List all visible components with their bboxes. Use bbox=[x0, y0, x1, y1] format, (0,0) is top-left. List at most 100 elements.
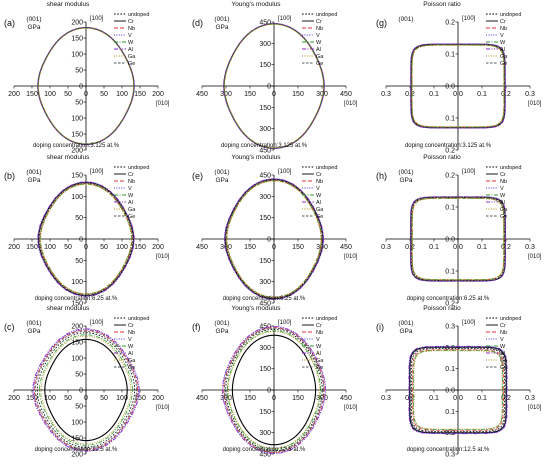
y-tick-label: 300 bbox=[259, 345, 271, 352]
panel-label: (d) bbox=[192, 18, 203, 28]
y-tick-label: 300 bbox=[259, 126, 271, 133]
caption: doping concentration:12.5 at.% bbox=[223, 447, 306, 453]
plane-label: (001) bbox=[214, 16, 229, 23]
legend-label-Ge: Ge bbox=[128, 61, 135, 67]
legend-label-Cr: Cr bbox=[500, 172, 506, 178]
y-tick-label: 150 bbox=[71, 173, 83, 180]
x-tick-label: 50 bbox=[100, 244, 108, 251]
x-tick-label: 50 bbox=[64, 244, 72, 251]
y-tick-label: 100 bbox=[71, 116, 83, 123]
y-tick-label: 50 bbox=[75, 68, 83, 75]
y-tick-label: 300 bbox=[259, 194, 271, 201]
x-tick-label: 0.3 bbox=[381, 244, 391, 251]
caption: doping concentration:6.25 at.% bbox=[35, 296, 118, 302]
y-tick-label: 0.2 bbox=[445, 20, 455, 27]
legend-label-V: V bbox=[128, 337, 132, 343]
x-tick-label: 200 bbox=[152, 395, 164, 402]
legend-label-Nb: Nb bbox=[500, 179, 507, 185]
plane-label: (001) bbox=[214, 320, 229, 327]
x-tick-label: 200 bbox=[8, 244, 20, 251]
panel-label: (g) bbox=[376, 18, 387, 28]
chart-title: Young's modulus bbox=[231, 305, 281, 312]
x-tick-label: 300 bbox=[316, 395, 328, 402]
x-tick-label: 0.2 bbox=[405, 244, 415, 251]
chart-title: Poisson ratio bbox=[423, 305, 461, 312]
legend-label-V: V bbox=[316, 33, 320, 39]
panel-label: (a) bbox=[4, 18, 15, 28]
y-tick-label: 150 bbox=[259, 215, 271, 222]
legend-label-Ga: Ga bbox=[128, 358, 136, 364]
series-curve-Al bbox=[37, 27, 135, 145]
panel-label: (h) bbox=[376, 171, 387, 181]
legend-label-V: V bbox=[316, 337, 320, 343]
legend-label-Ga: Ga bbox=[500, 54, 508, 60]
legend-label-Cr: Cr bbox=[316, 323, 322, 329]
y-tick-label: 100 bbox=[71, 356, 83, 363]
x-tick-label: 150 bbox=[134, 395, 146, 402]
y-tick-label: 200 bbox=[71, 20, 83, 27]
legend-label-undoped: undoped bbox=[500, 316, 521, 322]
legend-label-V: V bbox=[500, 33, 504, 39]
legend-label-W: W bbox=[316, 40, 322, 46]
panel-label: (i) bbox=[376, 322, 384, 332]
legend-label-undoped: undoped bbox=[128, 165, 149, 171]
x-tick-label: 450 bbox=[340, 91, 352, 98]
x-tick-label: 450 bbox=[196, 91, 208, 98]
y-tick-label: 0.1 bbox=[445, 116, 455, 123]
legend-label-Cr: Cr bbox=[128, 323, 134, 329]
x-tick-label: 50 bbox=[64, 395, 72, 402]
series-curve-Nb bbox=[223, 327, 325, 453]
y-tick-label: 0.1 bbox=[445, 366, 455, 373]
unit-label: GPa bbox=[215, 24, 228, 31]
legend-label-Cr: Cr bbox=[316, 172, 322, 178]
x-tick-label: 0.3 bbox=[525, 244, 535, 251]
legend-label-Cr: Cr bbox=[500, 19, 506, 25]
plane-label: (001) bbox=[398, 320, 413, 327]
legend-label-W: W bbox=[500, 40, 506, 46]
y-tick-label: 0 bbox=[79, 237, 83, 244]
x-tick-label: 100 bbox=[44, 91, 56, 98]
x-tick-label: 0.0 bbox=[453, 244, 463, 251]
y-tick-label: 450 bbox=[259, 301, 271, 308]
x-tick-label: 0 bbox=[84, 91, 88, 98]
series-curve-Nb bbox=[412, 349, 504, 431]
legend-label-Al: Al bbox=[316, 351, 321, 357]
legend-label-Ga: Ga bbox=[316, 54, 324, 60]
legend-label-W: W bbox=[316, 193, 322, 199]
x-tick-label: 150 bbox=[134, 244, 146, 251]
legend-label-W: W bbox=[500, 193, 506, 199]
y-tick-label: 450 bbox=[259, 452, 271, 459]
x-tick-label: 200 bbox=[8, 91, 20, 98]
x-tick-label: 200 bbox=[152, 244, 164, 251]
series-curve-Cr bbox=[44, 338, 128, 442]
legend-label-undoped: undoped bbox=[316, 12, 337, 18]
legend-label-Nb: Nb bbox=[128, 330, 135, 336]
x-tick-label: 0.1 bbox=[429, 91, 439, 98]
x-axis-direction: [010] bbox=[528, 254, 542, 260]
series-curve-Ge bbox=[224, 327, 324, 453]
x-tick-label: 150 bbox=[292, 91, 304, 98]
y-tick-label: 100 bbox=[71, 279, 83, 286]
y-tick-label: 150 bbox=[259, 105, 271, 112]
y-tick-label: 200 bbox=[71, 324, 83, 331]
x-tick-label: 100 bbox=[116, 244, 128, 251]
series-curve-Cr bbox=[231, 334, 317, 446]
legend-label-Nb: Nb bbox=[316, 330, 323, 336]
x-tick-label: 150 bbox=[134, 91, 146, 98]
y-tick-label: 150 bbox=[71, 36, 83, 43]
x-tick-label: 450 bbox=[340, 395, 352, 402]
y-tick-label: 0 bbox=[79, 84, 83, 91]
series-curve-undoped bbox=[38, 182, 134, 296]
y-tick-label: 100 bbox=[71, 52, 83, 59]
panel-label: (b) bbox=[4, 171, 15, 181]
y-tick-label: 0.2 bbox=[445, 345, 455, 352]
legend-label-Ge: Ge bbox=[500, 214, 507, 220]
plane-label: (001) bbox=[214, 169, 229, 176]
legend-label-Al: Al bbox=[128, 351, 133, 357]
legend-label-Al: Al bbox=[316, 47, 321, 53]
legend-label-Ga: Ga bbox=[500, 207, 508, 213]
x-axis-direction: [010] bbox=[156, 101, 170, 107]
caption: doping concentration:3.125 at.% bbox=[221, 143, 308, 149]
x-axis-direction: [010] bbox=[156, 405, 170, 411]
series-curve-W bbox=[227, 330, 321, 450]
